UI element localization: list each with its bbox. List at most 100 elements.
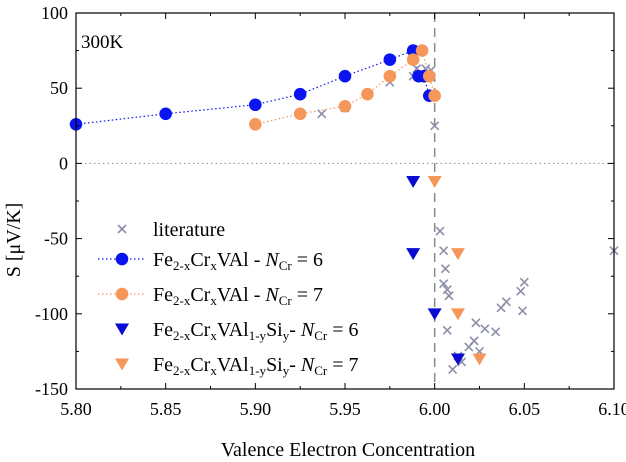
x-tick-label-6: 6.10 xyxy=(598,399,626,419)
series-1-point-2 xyxy=(249,98,262,112)
legend-label-4-part-1: 2-x xyxy=(173,363,191,378)
series-1-point-3 xyxy=(293,87,307,101)
series-0-point-9 xyxy=(435,226,445,236)
legend-label-4-part-6: Si xyxy=(266,354,283,376)
series-0-point-8 xyxy=(430,121,440,131)
legend-label-3-part-6: Si xyxy=(266,319,283,341)
series-2-point-7 xyxy=(422,69,436,83)
x-tick-label-4: 6.00 xyxy=(419,399,451,419)
legend-label-3-part-8: - xyxy=(289,319,301,341)
legend-label-4-part-0: Fe xyxy=(153,354,173,376)
legend-label-1-part-6: Cr xyxy=(279,258,293,273)
series-0-point-28 xyxy=(517,306,528,316)
series-0-point-12 xyxy=(439,279,449,289)
y-tick-label-1: 50 xyxy=(50,78,68,98)
series-0-point-24 xyxy=(491,327,501,337)
series-0-point-14 xyxy=(444,291,454,301)
series-0-point-21 xyxy=(471,318,481,328)
series-1-point-4 xyxy=(338,69,352,83)
y-tick-label-0: 100 xyxy=(41,3,68,23)
legend-label-0: literature xyxy=(153,219,225,241)
legend-label-1-part-7: = 6 xyxy=(292,249,323,271)
series-4-point-0 xyxy=(427,175,442,188)
legend-label-2-part-4: VAl - xyxy=(217,284,266,306)
series-0-point-11 xyxy=(440,264,450,274)
y-tick-label-4: -100 xyxy=(35,304,68,324)
series-2-point-8 xyxy=(428,89,441,103)
series-2-point-6 xyxy=(415,44,429,57)
axes: 5.80 5.85 5.90 5.95 6.00 6.05 6.10 100 50 0 -50 -10… xyxy=(35,3,626,419)
series-0-point-27 xyxy=(516,286,526,296)
legend-label-2-part-7: = 7 xyxy=(292,284,323,306)
chart-annotation: 300K xyxy=(81,32,124,53)
x-tick-label-2: 5.90 xyxy=(240,399,272,419)
series-1-point-1 xyxy=(159,107,172,121)
legend-label-2-part-0: Fe xyxy=(153,284,173,306)
series-1-point-6 xyxy=(406,44,420,57)
legend-label-4-part-8: - xyxy=(289,354,301,376)
legend-label-3-part-11: = 6 xyxy=(327,319,358,341)
legend-label-4-part-3: x xyxy=(210,363,217,378)
y-tick-label-5: -150 xyxy=(35,379,68,399)
legend-label-1-part-3: x xyxy=(210,258,217,273)
legend-marker-4 xyxy=(115,358,129,371)
series-0-point-26 xyxy=(501,297,511,307)
legend-label-1-part-4: VAl - xyxy=(217,249,266,271)
series-2-point-4 xyxy=(383,69,397,83)
y-tick-label-3: -50 xyxy=(44,229,68,249)
series-1-point-5 xyxy=(383,53,397,66)
y-tick-label-2: 0 xyxy=(59,153,68,173)
legend-label-2-part-2: Cr xyxy=(190,284,210,306)
series-0-point-0 xyxy=(317,109,327,119)
legend-label-2: Fe2-xCrxVAl - NCr = 7 xyxy=(153,284,323,308)
series-4-point-2 xyxy=(450,308,465,321)
legend-marker-2 xyxy=(115,287,129,301)
x-tick-label-3: 5.95 xyxy=(329,399,361,419)
legend-label-4-part-7: y xyxy=(283,363,290,378)
series-2-point-0 xyxy=(249,117,262,131)
legend-label-1-part-0: Fe xyxy=(153,249,173,271)
y-axis-label: S [μV/K] xyxy=(3,203,25,278)
legend-label-4-part-11: = 7 xyxy=(327,354,358,376)
legend-marker-1 xyxy=(115,252,129,266)
legend-label-4: Fe2-xCrxVAl1-ySiy- NCr = 7 xyxy=(153,354,359,378)
legend-label-2-part-3: x xyxy=(210,293,217,308)
series-4-point-1 xyxy=(450,248,465,261)
legend-marker-0 xyxy=(117,224,127,234)
series-3-point-3 xyxy=(450,353,465,366)
legend-marker-3 xyxy=(115,323,129,336)
x-axis-label: Valence Electron Concentration xyxy=(221,439,475,461)
series-2-point-3 xyxy=(361,87,374,101)
legend-label-3-part-7: y xyxy=(283,328,290,343)
series-0-point-20 xyxy=(469,336,479,346)
series-0-point-10 xyxy=(439,246,449,256)
series-3-point-1 xyxy=(406,248,421,261)
x-tick-label-1: 5.85 xyxy=(150,399,182,419)
series-0-point-23 xyxy=(480,324,490,334)
legend-label-4-part-2: Cr xyxy=(190,354,210,376)
legend-label-3-part-0: Fe xyxy=(153,319,173,341)
series-3-point-2 xyxy=(427,308,442,321)
data-marks xyxy=(69,44,619,375)
legend-label-3-part-5: 1-y xyxy=(249,328,267,343)
legend-label-3-part-3: x xyxy=(210,328,217,343)
legend-label-2-part-1: 2-x xyxy=(173,293,191,308)
series-3-point-0 xyxy=(406,175,421,188)
legend-label-1: Fe2-xCrxVAl - NCr = 6 xyxy=(153,249,323,273)
legend-label-3: Fe2-xCrxVAl1-ySiy- NCr = 6 xyxy=(153,319,359,343)
legend-label-4-part-4: VAl xyxy=(217,354,249,376)
legend-label-4-part-5: 1-y xyxy=(249,363,267,378)
legend-label-1-part-5: N xyxy=(264,249,280,271)
series-0-point-29 xyxy=(519,277,529,287)
legend-label-4-part-9: N xyxy=(300,354,316,376)
legend-label-3-part-1: 2-x xyxy=(173,328,191,343)
legend-label-1-part-2: Cr xyxy=(190,249,210,271)
series-4-point-3 xyxy=(472,353,487,366)
legend-label-3-part-9: N xyxy=(300,319,316,341)
legend-label-3-part-2: Cr xyxy=(190,319,210,341)
legend-label-3-part-4: VAl xyxy=(217,319,249,341)
legend-label-4-part-10: Cr xyxy=(314,363,328,378)
